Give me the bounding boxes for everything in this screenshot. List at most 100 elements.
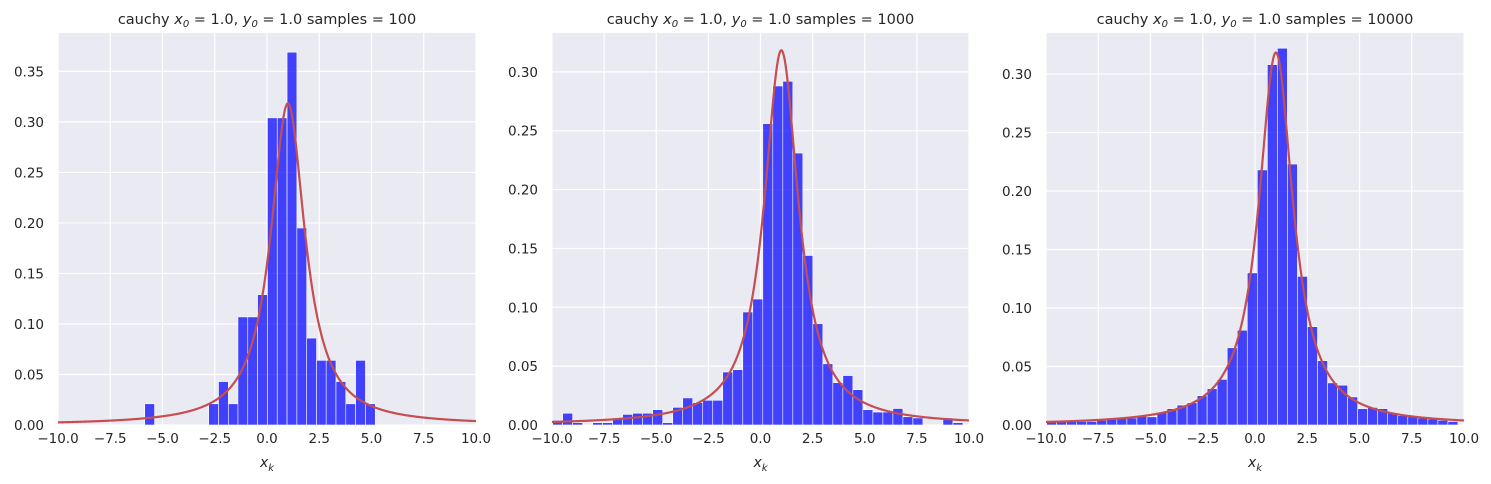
x-axis-label: xk: [1247, 455, 1263, 474]
histogram-bar: [742, 311, 754, 425]
y-tick-label: 0.25: [1002, 125, 1032, 141]
histogram-bar: [592, 422, 603, 425]
histogram-bar: [1437, 420, 1449, 425]
x-tick-label: −2.5: [692, 431, 725, 447]
y-tick-label: 0.35: [14, 64, 44, 80]
y-tick-label: 0.25: [508, 124, 538, 140]
x-tick-label: 2.5: [802, 431, 823, 447]
x-tick-label: 10.0: [1449, 431, 1479, 447]
histogram-bar: [652, 409, 664, 425]
y-tick-label: 0.05: [1002, 359, 1032, 375]
chart-title: cauchy x0 = 1.0, y0 = 1.0 samples = 1000…: [1097, 12, 1414, 30]
histogram-bar: [1427, 418, 1439, 425]
histogram-bar: [892, 408, 904, 425]
histogram-bar: [682, 397, 694, 425]
y-tick-label: 0.20: [1002, 184, 1032, 200]
histogram-bar: [1226, 347, 1238, 425]
y-tick-label: 0.15: [1002, 242, 1032, 258]
histogram-bar: [1216, 379, 1228, 425]
histogram-bar: [1146, 416, 1158, 425]
histogram-bar: [1357, 408, 1368, 425]
histogram-bar: [1096, 420, 1108, 425]
histogram-bar: [1307, 326, 1318, 425]
histogram-bar: [316, 360, 327, 425]
subplot-3: −10.0 −7.5 −5.0 −2.5 0.0 2.5 5.0 7.5 10.0 0.00 0.0…: [1002, 12, 1479, 474]
y-tick-label: 0.30: [508, 65, 538, 81]
y-tick-label: 0.30: [14, 115, 44, 131]
y-tick-label: 0.10: [1002, 301, 1032, 317]
histogram-bar: [1267, 64, 1278, 425]
histogram-bar: [872, 411, 884, 425]
cauchy-pdf-curve: [1046, 51, 1464, 424]
histogram-bar: [355, 360, 366, 425]
histogram-bar: [1206, 388, 1218, 425]
histogram-bar: [1086, 421, 1098, 425]
histogram-bar: [712, 399, 724, 425]
histogram-bar: [1076, 421, 1088, 425]
histogram-bar: [296, 227, 308, 425]
histogram-bar: [812, 323, 824, 425]
histogram-bar: [752, 298, 764, 425]
x-tick-label: −7.5: [1082, 431, 1115, 447]
x-tick-label: 10.0: [954, 431, 984, 447]
x-axis-label: xk: [752, 455, 768, 474]
histogram-bar: [1407, 416, 1419, 425]
x-tick-label: −2.5: [198, 431, 231, 447]
histogram-bar: [365, 403, 376, 425]
histogram-bar: [335, 381, 347, 425]
histogram-bar: [267, 117, 278, 425]
x-tick-label: 10.0: [461, 431, 491, 447]
histogram-bar: [622, 414, 633, 425]
y-tick-label: 0.10: [14, 317, 44, 333]
histogram-bar: [942, 417, 954, 425]
histogram-bar: [1397, 415, 1409, 425]
histogram-bar: [732, 369, 744, 425]
subplot-2: −10.0 −7.5 −5.0 −2.5 0.0 2.5 5.0 7.5 10.0 0.00 0.0…: [508, 12, 984, 474]
y-tick-label: 0.05: [14, 367, 44, 383]
x-tick-label: −2.5: [1186, 431, 1219, 447]
x-tick-label: −10.0: [37, 431, 78, 447]
y-tick-label: 0.00: [508, 418, 538, 434]
x-tick-label: 5.0: [1349, 431, 1370, 447]
cauchy-pdf-curve: [58, 102, 476, 424]
histogram-bar: [572, 422, 583, 425]
histogram-bar: [286, 51, 298, 425]
histogram-bar: [852, 389, 864, 425]
x-tick-label: 7.5: [413, 431, 434, 447]
histogram-bar: [1447, 421, 1459, 425]
histogram-bar: [692, 402, 704, 425]
x-tick-label: 5.0: [361, 431, 382, 447]
x-tick-label: −10.0: [531, 431, 572, 447]
plot-marks: [552, 49, 969, 425]
histogram-bar: [842, 375, 854, 425]
x-tick-label: 7.5: [906, 431, 927, 447]
histogram-bar: [306, 337, 317, 425]
y-tick-label: 0.00: [14, 418, 44, 434]
histogram-bar: [952, 422, 964, 425]
histogram-bar: [862, 409, 874, 425]
histogram-bar: [822, 363, 834, 425]
histogram-bar: [832, 382, 844, 425]
histogram-bar: [772, 85, 784, 425]
chart-title: cauchy x0 = 1.0, y0 = 1.0 samples = 100: [118, 12, 416, 30]
histogram-bar: [228, 403, 239, 425]
x-axis-label: xk: [259, 455, 275, 474]
y-tick-label: 0.05: [508, 359, 538, 375]
y-tick-label: 0.10: [508, 300, 538, 316]
histogram-bar: [902, 416, 914, 425]
histogram-bar: [702, 399, 714, 425]
x-tick-label: 2.5: [309, 431, 330, 447]
histogram-bar: [1126, 417, 1138, 425]
y-tick-label: 0.15: [14, 266, 44, 282]
histogram-bar: [632, 412, 643, 425]
cauchy-pdf-curve: [552, 49, 969, 424]
x-tick-label: −7.5: [94, 431, 127, 447]
x-tick-label: 0.0: [256, 431, 277, 447]
histogram-bar: [208, 403, 219, 425]
x-tick-label: −10.0: [1025, 431, 1066, 447]
x-tick-label: 2.5: [1297, 431, 1318, 447]
histogram-bar: [1236, 329, 1248, 425]
y-tick-label: 0.30: [1002, 67, 1032, 83]
histogram-bar: [912, 417, 924, 425]
